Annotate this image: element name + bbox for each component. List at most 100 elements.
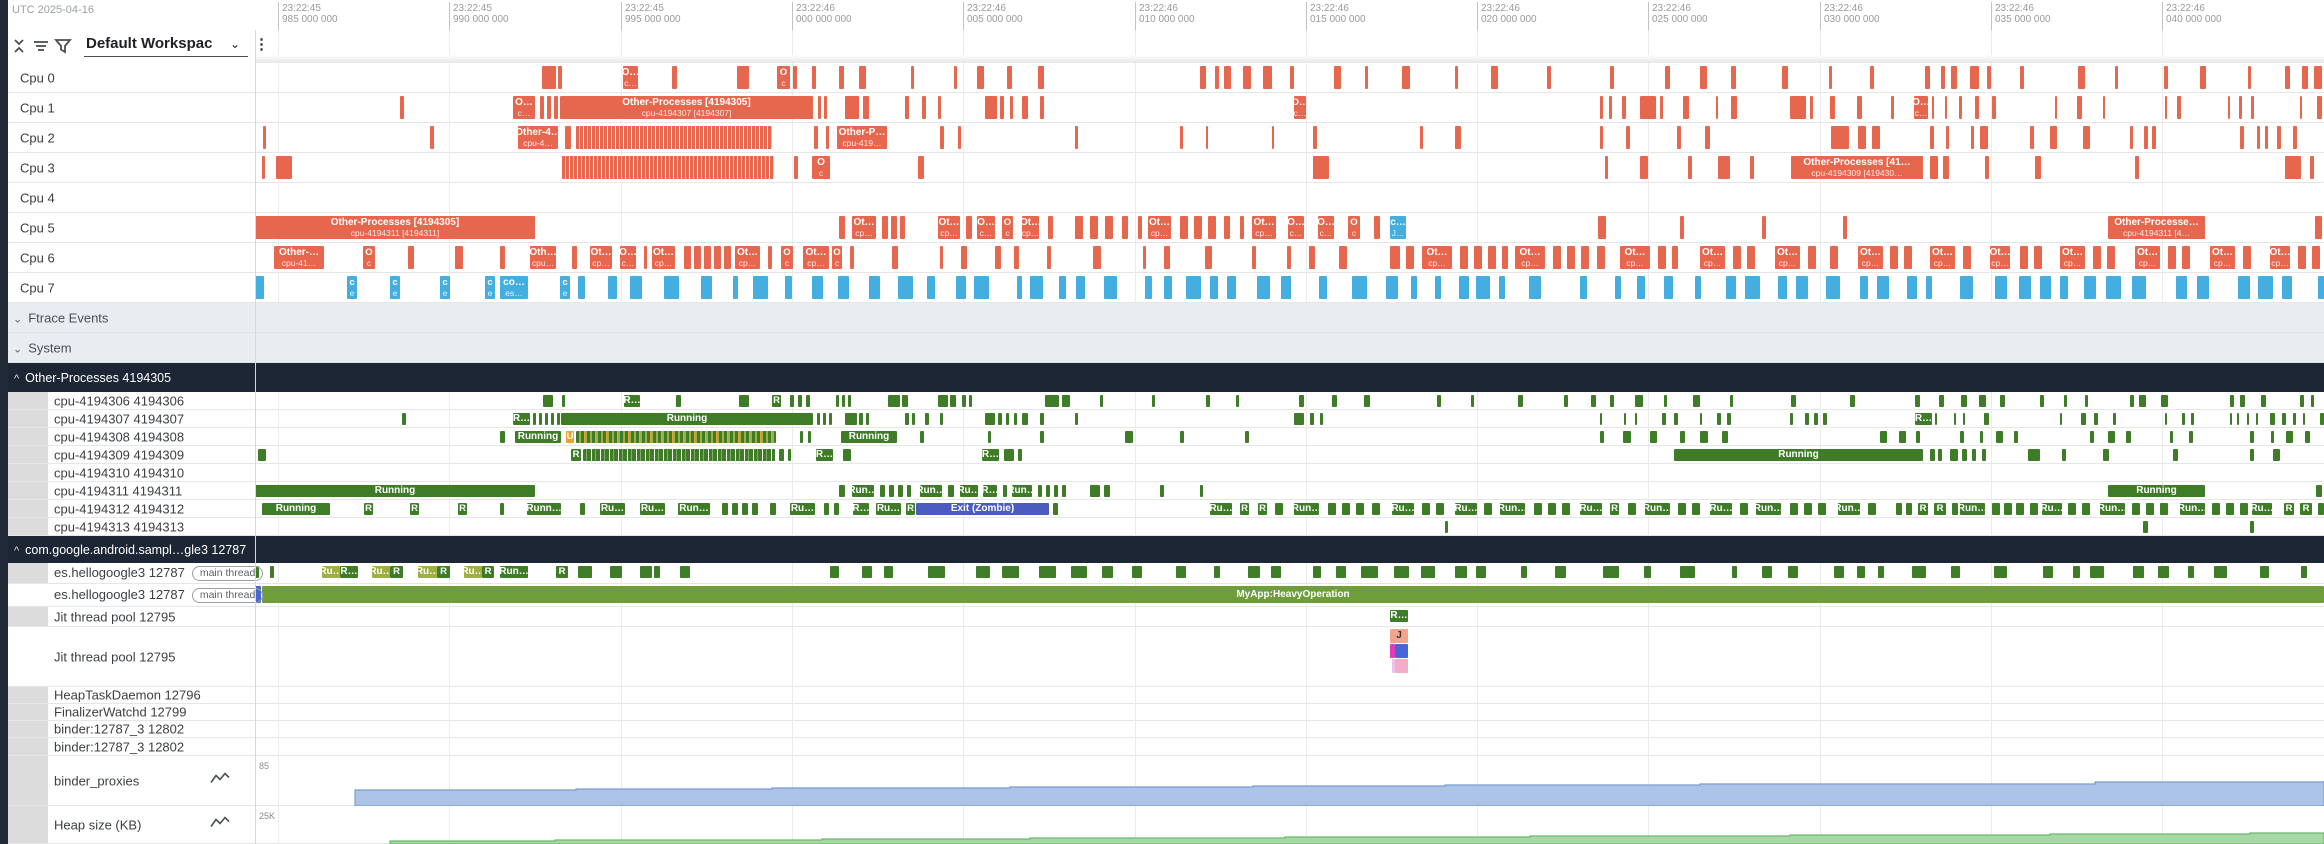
slice[interactable] xyxy=(1790,96,1806,119)
slice[interactable]: Ot…cp… xyxy=(803,246,829,269)
slice[interactable] xyxy=(1342,503,1350,515)
slice[interactable] xyxy=(1904,246,1912,269)
slice-minor[interactable] xyxy=(995,246,1001,269)
slice-minor[interactable] xyxy=(2261,395,2266,407)
slice-minor[interactable] xyxy=(2050,126,2057,149)
slice-minor[interactable] xyxy=(1662,413,1666,425)
slice[interactable] xyxy=(1985,156,1989,179)
slice[interactable] xyxy=(1640,96,1656,119)
slice[interactable] xyxy=(1180,216,1188,239)
slice-minor[interactable] xyxy=(2257,126,2260,149)
slice[interactable] xyxy=(258,449,266,461)
slice-minor[interactable] xyxy=(1644,566,1651,578)
slice[interactable] xyxy=(2103,449,2109,461)
slice-minor[interactable] xyxy=(1206,126,1208,149)
slice[interactable] xyxy=(1548,503,1556,515)
slice-minor[interactable] xyxy=(1600,96,1603,119)
slice[interactable] xyxy=(722,503,728,515)
slice-minor[interactable] xyxy=(1782,66,1788,89)
slice[interactable]: R xyxy=(906,503,915,515)
slice-minor[interactable] xyxy=(785,276,792,299)
slice[interactable] xyxy=(1982,449,1986,461)
slice[interactable]: R xyxy=(482,566,494,578)
slice-minor[interactable] xyxy=(1248,566,1260,578)
slice-minor[interactable] xyxy=(2020,66,2024,89)
slice[interactable] xyxy=(576,431,776,443)
slice-minor[interactable] xyxy=(1695,276,1701,299)
slice[interactable] xyxy=(779,449,784,461)
slice[interactable] xyxy=(1075,216,1083,239)
slice-minor[interactable] xyxy=(1521,566,1527,578)
slice-minor[interactable] xyxy=(2030,126,2034,149)
slice[interactable] xyxy=(1808,246,1816,269)
slice-minor[interactable] xyxy=(1731,96,1737,119)
slice-minor[interactable] xyxy=(1880,431,1887,443)
slice-minor[interactable] xyxy=(1600,126,1603,149)
slice[interactable] xyxy=(1240,216,1244,239)
slice-minor[interactable] xyxy=(1309,246,1315,269)
slice[interactable] xyxy=(684,246,691,269)
slice[interactable]: Ru… xyxy=(1210,503,1232,515)
slice-minor[interactable] xyxy=(1951,566,1960,578)
slice[interactable] xyxy=(1390,644,1395,658)
slice[interactable] xyxy=(1104,485,1110,497)
slice-minor[interactable] xyxy=(1499,276,1505,299)
slice-minor[interactable] xyxy=(2311,395,2314,407)
slice-minor[interactable] xyxy=(1650,431,1657,443)
slice[interactable] xyxy=(2168,246,2176,269)
slice-minor[interactable] xyxy=(2182,413,2185,425)
slice[interactable]: Ru… xyxy=(1455,503,1477,515)
slice[interactable]: Other-Processe… cpu-4194311 [4… xyxy=(2108,216,2205,239)
expand-caret-icon[interactable]: ⌄ xyxy=(13,343,23,355)
slice-minor[interactable] xyxy=(1700,413,1702,425)
slice-minor[interactable] xyxy=(1200,66,1206,89)
chevron-down-icon[interactable]: ⌄ xyxy=(230,37,241,51)
slice-minor[interactable] xyxy=(1980,126,1988,149)
slice-minor[interactable] xyxy=(1459,276,1469,299)
slice[interactable] xyxy=(940,413,943,425)
slice-minor[interactable] xyxy=(1071,566,1087,578)
slice[interactable]: R xyxy=(1240,503,1249,515)
track-cpu5[interactable]: Cpu 5 xyxy=(8,213,2324,243)
slice-minor[interactable] xyxy=(1930,126,1934,149)
slice-minor[interactable] xyxy=(2019,276,2031,299)
slice[interactable] xyxy=(1938,449,1942,461)
slice[interactable] xyxy=(848,395,851,407)
slice[interactable] xyxy=(1395,644,1408,658)
track-cpu7[interactable]: Cpu 7 xyxy=(8,273,2324,303)
slice-minor[interactable] xyxy=(1954,413,1956,425)
track-label[interactable]: Cpu 7 xyxy=(20,280,55,295)
slice-minor[interactable] xyxy=(898,276,913,299)
slice-minor[interactable] xyxy=(1979,395,1986,407)
slice[interactable] xyxy=(644,246,647,269)
slice-minor[interactable] xyxy=(830,566,839,578)
slice[interactable] xyxy=(2035,156,2041,179)
slice-minor[interactable] xyxy=(1951,66,1957,89)
slice[interactable] xyxy=(2312,246,2320,269)
track-label[interactable]: es.hellogoogle3 12787 main thread xyxy=(54,565,264,581)
track-binder-a[interactable]: binder:12787_3 12802 xyxy=(8,721,2324,738)
slice[interactable] xyxy=(902,395,908,407)
slice[interactable] xyxy=(845,96,859,119)
track-label[interactable]: ⌄ Ftrace Events xyxy=(13,310,108,325)
track-finalizer[interactable]: FinalizerWatchd 12799 xyxy=(8,704,2324,721)
slice-minor[interactable] xyxy=(1017,276,1022,299)
slice-minor[interactable] xyxy=(2238,276,2250,299)
slice[interactable] xyxy=(1474,246,1482,269)
slice-minor[interactable] xyxy=(1252,246,1256,269)
slice[interactable]: Ru… xyxy=(418,566,437,578)
slice[interactable] xyxy=(839,216,845,239)
slice[interactable] xyxy=(610,566,622,578)
slice-minor[interactable] xyxy=(2043,566,2053,578)
track-label[interactable]: Cpu 3 xyxy=(20,160,55,175)
slice-minor[interactable] xyxy=(1926,276,1932,299)
slice-minor[interactable] xyxy=(1206,395,1210,407)
slice[interactable]: O…c… xyxy=(1318,216,1334,239)
slice-minor[interactable] xyxy=(2106,276,2121,299)
slice[interactable]: Ot…cp… xyxy=(1858,246,1883,269)
slice[interactable]: Run… xyxy=(1012,485,1032,497)
slice[interactable] xyxy=(680,566,690,578)
